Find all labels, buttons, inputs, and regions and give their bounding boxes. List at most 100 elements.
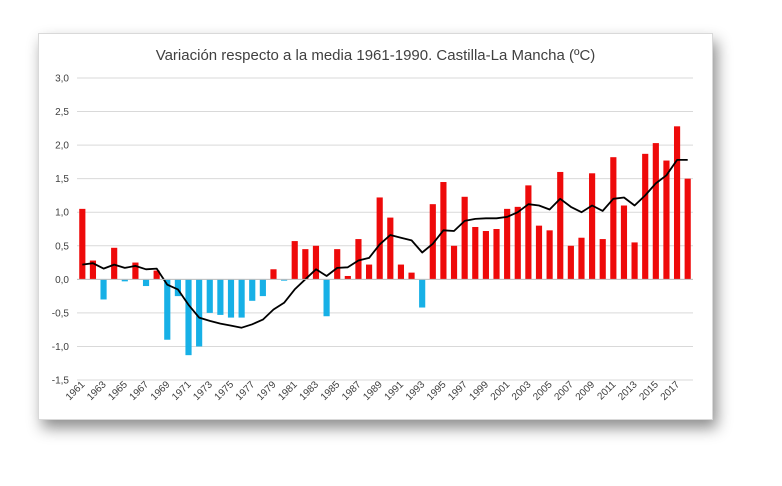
anomaly-bar bbox=[79, 208, 86, 280]
x-tick-label: 1965 bbox=[106, 379, 130, 403]
anomaly-bar bbox=[589, 173, 596, 280]
chart-title: Variación respecto a la media 1961-1990.… bbox=[156, 47, 596, 64]
anomaly-bar bbox=[684, 178, 691, 280]
anomaly-bar bbox=[546, 230, 553, 280]
x-tick-label: 2017 bbox=[659, 379, 683, 403]
anomaly-bar bbox=[620, 205, 628, 280]
x-tick-label: 1985 bbox=[319, 379, 343, 403]
moving-average-series bbox=[82, 159, 688, 329]
y-tick-label: 1,5 bbox=[55, 174, 69, 185]
anomaly-bar bbox=[312, 245, 320, 280]
x-tick-label: 1971 bbox=[170, 379, 194, 403]
anomaly-bar bbox=[397, 264, 405, 280]
anomaly-bar bbox=[599, 239, 606, 280]
x-tick-label: 1975 bbox=[213, 379, 237, 403]
anomaly-bar bbox=[429, 204, 436, 280]
anomaly-bar bbox=[344, 275, 351, 280]
anomaly-bar bbox=[578, 237, 585, 280]
anomaly-bar bbox=[514, 206, 521, 280]
x-tick-label: 2003 bbox=[510, 379, 534, 403]
anomaly-bar bbox=[525, 185, 532, 280]
anomaly-bar bbox=[281, 279, 288, 281]
x-tick-label: 2013 bbox=[616, 379, 640, 403]
anomaly-bar bbox=[504, 208, 511, 280]
anomaly-bar bbox=[652, 143, 659, 280]
y-tick-label: 1,0 bbox=[55, 208, 69, 219]
x-tick-label: 1963 bbox=[85, 379, 109, 403]
x-tick-label: 1993 bbox=[404, 379, 428, 403]
x-tick-label: 1979 bbox=[255, 379, 279, 403]
x-tick-label: 1973 bbox=[191, 379, 215, 403]
x-tick-label: 1995 bbox=[425, 379, 449, 403]
y-tick-label: 3,0 bbox=[55, 74, 69, 85]
x-tick-label: 2015 bbox=[637, 379, 661, 403]
anomaly-bar bbox=[100, 279, 107, 300]
anomaly-bar bbox=[291, 241, 298, 280]
anomaly-bar bbox=[270, 269, 277, 280]
anomaly-bar bbox=[302, 249, 309, 280]
y-axis-tick-labels: -1,5 -1,0 -0,5 0,0 0,5 1,0 1,5 2,0 2,5 3,0 bbox=[52, 74, 70, 387]
chart-card: Variación respecto a la media 1961-1990.… bbox=[38, 33, 713, 420]
y-tick-label: -1,5 bbox=[52, 376, 70, 387]
x-tick-label: 1991 bbox=[383, 379, 407, 403]
anomaly-bar bbox=[355, 239, 362, 280]
anomaly-bar bbox=[557, 171, 564, 280]
x-tick-label: 1987 bbox=[340, 379, 364, 403]
x-tick-label: 1999 bbox=[468, 379, 492, 403]
anomaly-bar bbox=[206, 279, 213, 313]
anomaly-bar bbox=[259, 279, 266, 297]
anomaly-bar bbox=[387, 217, 394, 280]
anomaly-bar bbox=[111, 247, 118, 280]
temperature-anomaly-chart: Variación respecto a la media 1961-1990.… bbox=[52, 47, 693, 403]
anomaly-bar bbox=[642, 153, 649, 280]
y-tick-label: -0,5 bbox=[52, 308, 70, 319]
y-tick-label: 0,5 bbox=[55, 241, 69, 252]
anomaly-bar bbox=[376, 197, 383, 280]
x-tick-label: 1981 bbox=[276, 379, 300, 403]
anomaly-bar bbox=[482, 231, 489, 280]
x-tick-label: 1977 bbox=[234, 379, 258, 403]
x-tick-label: 2001 bbox=[489, 379, 513, 403]
x-tick-label: 1997 bbox=[446, 379, 470, 403]
anomaly-bar bbox=[673, 126, 681, 280]
anomaly-bar bbox=[323, 279, 330, 317]
anomaly-bar bbox=[121, 279, 128, 282]
y-tick-label: -1,0 bbox=[52, 342, 70, 353]
anomaly-bar bbox=[567, 245, 574, 280]
anomaly-bars bbox=[79, 126, 691, 356]
anomaly-bar bbox=[461, 196, 468, 280]
y-tick-label: 2,5 bbox=[55, 107, 69, 118]
x-tick-label: 2007 bbox=[552, 379, 576, 403]
anomaly-bar bbox=[227, 279, 235, 318]
x-tick-label: 2005 bbox=[531, 379, 555, 403]
anomaly-bar bbox=[334, 249, 341, 280]
anomaly-bar bbox=[174, 279, 181, 297]
anomaly-bar bbox=[89, 260, 97, 280]
anomaly-bar bbox=[419, 279, 426, 308]
anomaly-bar bbox=[610, 157, 617, 280]
anomaly-bar bbox=[196, 279, 203, 347]
anomaly-bar bbox=[164, 279, 171, 340]
anomaly-bar bbox=[493, 229, 500, 280]
anomaly-bar bbox=[450, 245, 458, 280]
anomaly-bar bbox=[408, 272, 415, 280]
anomaly-bar bbox=[535, 225, 543, 280]
x-axis-tick-labels: 1961196319651967196919711973197519771979… bbox=[64, 379, 683, 403]
moving-average-line bbox=[82, 159, 688, 329]
anomaly-bar bbox=[238, 279, 245, 318]
x-tick-label: 2011 bbox=[595, 379, 618, 402]
anomaly-bar bbox=[185, 279, 192, 356]
anomaly-bar bbox=[631, 242, 638, 280]
x-tick-label: 1969 bbox=[149, 379, 173, 403]
x-tick-label: 2009 bbox=[574, 379, 598, 403]
y-tick-label: 0,0 bbox=[55, 275, 69, 286]
anomaly-bar bbox=[217, 279, 224, 315]
x-tick-label: 1983 bbox=[298, 379, 322, 403]
anomaly-bar bbox=[365, 264, 373, 280]
anomaly-bar bbox=[142, 279, 150, 287]
x-tick-label: 1967 bbox=[128, 379, 152, 403]
anomaly-bar bbox=[153, 270, 160, 280]
anomaly-bar bbox=[663, 160, 670, 280]
anomaly-bar bbox=[472, 226, 479, 280]
anomaly-bar bbox=[132, 262, 139, 280]
